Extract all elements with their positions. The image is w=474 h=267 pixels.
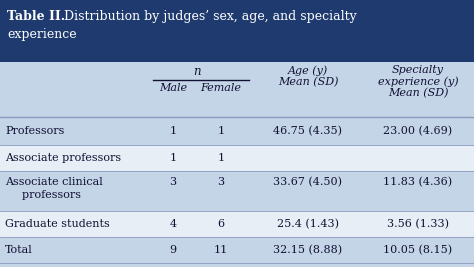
Text: Professors: Professors bbox=[5, 126, 64, 136]
Text: 3: 3 bbox=[169, 177, 176, 187]
Bar bbox=[0, 62, 474, 267]
Text: professors: professors bbox=[15, 190, 81, 200]
Text: 9: 9 bbox=[169, 245, 176, 255]
Text: 32.15 (8.88): 32.15 (8.88) bbox=[273, 245, 343, 255]
Text: Age (y): Age (y) bbox=[288, 65, 328, 76]
Text: 33.67 (4.50): 33.67 (4.50) bbox=[273, 177, 343, 187]
Text: 6: 6 bbox=[218, 219, 225, 229]
Text: Specialty: Specialty bbox=[392, 65, 444, 75]
Text: 1: 1 bbox=[218, 126, 225, 136]
Text: 23.00 (4.69): 23.00 (4.69) bbox=[383, 126, 453, 136]
Text: Female: Female bbox=[201, 83, 241, 93]
Bar bbox=[0, 117, 474, 145]
Text: Mean (SD): Mean (SD) bbox=[388, 88, 448, 98]
Text: experience (y): experience (y) bbox=[378, 76, 458, 87]
Text: Mean (SD): Mean (SD) bbox=[278, 77, 338, 87]
Text: 3.56 (1.33): 3.56 (1.33) bbox=[387, 219, 449, 229]
Text: experience: experience bbox=[7, 28, 77, 41]
Text: 10.05 (8.15): 10.05 (8.15) bbox=[383, 245, 453, 255]
Text: 3: 3 bbox=[218, 177, 225, 187]
Text: Graduate students: Graduate students bbox=[5, 219, 110, 229]
Text: 1: 1 bbox=[169, 153, 176, 163]
Text: 1: 1 bbox=[218, 153, 225, 163]
Text: Associate clinical: Associate clinical bbox=[5, 177, 103, 187]
Text: 11: 11 bbox=[214, 245, 228, 255]
Text: n: n bbox=[193, 65, 201, 78]
Text: 4: 4 bbox=[169, 219, 176, 229]
Text: Distribution by judges’ sex, age, and specialty: Distribution by judges’ sex, age, and sp… bbox=[56, 10, 357, 23]
Text: Associate professors: Associate professors bbox=[5, 153, 121, 163]
Text: Total: Total bbox=[5, 245, 33, 255]
Bar bbox=[0, 145, 474, 171]
Text: 1: 1 bbox=[169, 126, 176, 136]
Bar bbox=[0, 237, 474, 263]
Bar bbox=[0, 0, 474, 62]
Text: 25.4 (1.43): 25.4 (1.43) bbox=[277, 219, 339, 229]
Text: 11.83 (4.36): 11.83 (4.36) bbox=[383, 177, 453, 187]
Text: Table II.: Table II. bbox=[7, 10, 65, 23]
Bar bbox=[0, 211, 474, 237]
Bar bbox=[0, 171, 474, 211]
Text: 46.75 (4.35): 46.75 (4.35) bbox=[273, 126, 343, 136]
Text: Male: Male bbox=[159, 83, 187, 93]
